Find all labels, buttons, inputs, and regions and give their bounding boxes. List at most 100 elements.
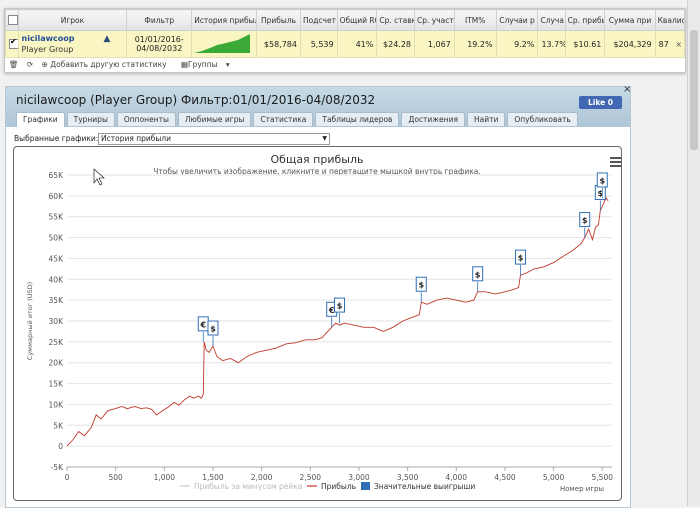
table-row[interactable]: nicilawcoop Player Group ▲ 01/01/2016- 0… — [5, 30, 686, 58]
y-tick-label: 25K — [49, 338, 65, 347]
column-header[interactable]: Случаи р — [495, 9, 539, 31]
qual-number: 87 — [658, 39, 669, 49]
column-header[interactable]: Ср. ставка — [376, 9, 416, 31]
big-win-symbol: $ — [598, 189, 604, 198]
page-scrollbar[interactable] — [687, 0, 700, 506]
x-tick-label: 5,000 — [543, 473, 565, 482]
big-win-marker[interactable] — [596, 172, 608, 188]
column-header[interactable]: Квалис — [654, 9, 686, 31]
scrollbar-thumb[interactable] — [690, 30, 698, 150]
column-header[interactable]: Ср. участ — [414, 9, 455, 31]
y-tick-label: 40K — [49, 275, 65, 284]
x-tick-label: 1,500 — [202, 473, 224, 482]
x-tick-label: 5,500 — [592, 473, 614, 482]
row-checkbox[interactable] — [9, 37, 18, 49]
tab-достижения[interactable]: Достижения — [401, 112, 465, 126]
column-header[interactable]: ITM% — [453, 9, 497, 31]
x-tick-label: 4,500 — [494, 473, 516, 482]
chart-select-value: История прибыли — [101, 134, 171, 143]
column-header[interactable]: Прибыль — [256, 9, 301, 31]
column-header[interactable]: Фильтр — [126, 9, 193, 31]
facebook-like-button[interactable]: Like 0 — [579, 96, 622, 109]
tab-таблицы-лидеров[interactable]: Таблицы лидеров — [315, 112, 400, 126]
stats-toolbar: 🗑 ⟳ ⊕ Добавить другую статистику ▦Группы… — [5, 58, 685, 72]
chevron-down-icon: ▼ — [322, 135, 327, 142]
select-label: Выбранные графики: — [14, 134, 99, 143]
legend-bigwin-swatch — [361, 482, 370, 490]
select-all-checkbox-header[interactable] — [5, 9, 19, 31]
profit-series-line[interactable] — [66, 196, 609, 447]
x-axis-label: Номер игры — [560, 485, 604, 493]
tab-оппоненты[interactable]: Оппоненты — [116, 112, 176, 126]
big-win-symbol: $ — [582, 216, 588, 225]
trash-icon[interactable]: 🗑 — [9, 60, 19, 69]
big-win-marker[interactable] — [515, 249, 527, 265]
close-icon[interactable]: × — [623, 84, 632, 95]
big-win-marker[interactable] — [415, 276, 427, 292]
tab-опубликовать[interactable]: Опубликовать — [507, 112, 578, 126]
column-header[interactable]: Общий ROI — [336, 9, 378, 31]
groups-dropdown[interactable]: ▦Группы ▾ — [180, 60, 230, 69]
chart-subtitle: Чтобы увеличить изображение, кликните и … — [153, 167, 481, 176]
cases1-value: 9.2% — [495, 30, 539, 58]
big-win-symbol: € — [328, 306, 335, 315]
player-panel: nicilawcoop (Player Group) Фильтр:01/01/… — [5, 84, 632, 508]
column-header[interactable]: Подсчет — [300, 9, 338, 31]
column-header[interactable]: Ср. прибыль — [564, 9, 606, 31]
big-win-marker[interactable] — [207, 320, 219, 336]
legend-profit-label: Прибыль — [321, 482, 356, 491]
tab-любимые-игры[interactable]: Любимые игры — [177, 112, 252, 126]
big-win-marker[interactable] — [472, 266, 484, 282]
like-label: Like 0 — [587, 98, 614, 107]
big-win-symbol: $ — [599, 176, 605, 185]
chart-container[interactable]: Общая прибыль Чтобы увеличить изображение… — [13, 146, 622, 501]
itm-value: 19.2% — [453, 30, 497, 58]
remove-row-icon[interactable]: × — [675, 39, 683, 49]
add-stat-link[interactable]: ⊕ Добавить другую статистику — [41, 60, 167, 69]
column-header[interactable]: Сумма при — [604, 9, 656, 31]
column-header[interactable]: История прибыли — [191, 9, 258, 31]
chart-select[interactable]: История прибыли ▼ — [98, 133, 330, 145]
select-all-checkbox[interactable] — [8, 15, 18, 25]
x-tick-label: 2,500 — [300, 473, 322, 482]
y-tick-label: 45K — [49, 254, 65, 263]
y-tick-label: 65K — [49, 171, 65, 180]
column-header[interactable]: Случа — [537, 9, 566, 31]
avg-entrants-value: 1,067 — [414, 30, 455, 58]
big-win-marker[interactable] — [579, 212, 591, 228]
x-tick-label: 500 — [108, 473, 123, 482]
column-header[interactable]: Игрок — [17, 9, 128, 31]
player-name-link[interactable]: nicilawcoop — [21, 34, 75, 43]
avg-stake-value: $24.28 — [376, 30, 416, 58]
graph-icon[interactable]: ▲ — [103, 34, 111, 44]
row-checkbox-cell[interactable] — [5, 30, 19, 58]
chart-menu-icon[interactable] — [610, 157, 621, 169]
roi-value: 41% — [336, 30, 378, 58]
y-tick-label: 20K — [49, 359, 65, 368]
legend-rake-label: Прибыль за минусом рейка — [194, 482, 302, 491]
tab-статистика[interactable]: Статистика — [253, 112, 314, 126]
tab-турниры[interactable]: Турниры — [66, 112, 115, 126]
tab-графики[interactable]: Графики — [16, 112, 65, 127]
filter-line-2: 04/08/2032 — [136, 44, 183, 53]
big-win-symbol: $ — [337, 302, 343, 311]
groups-label: Группы — [188, 60, 218, 69]
y-axis-label: Суммарный итог (USD) — [26, 282, 34, 360]
big-win-marker[interactable] — [334, 297, 345, 313]
tab-найти[interactable]: Найти — [466, 112, 506, 126]
y-tick-label: 0 — [58, 442, 63, 451]
panel-header: nicilawcoop (Player Group) Фильтр:01/01/… — [6, 84, 632, 127]
cases2-value: 13.7% — [537, 30, 566, 58]
refresh-icon[interactable]: ⟳ — [26, 60, 34, 69]
big-win-symbol: $ — [210, 325, 216, 334]
player-cell[interactable]: nicilawcoop Player Group ▲ — [17, 30, 128, 58]
legend-bigwin-label: Значительные выигрыши — [374, 482, 475, 491]
y-tick-label: 30K — [49, 317, 65, 326]
chart-select-row: Выбранные графики: История прибыли ▼ — [14, 133, 330, 145]
y-tick-label: 5K — [53, 421, 64, 430]
big-win-symbol: $ — [518, 254, 524, 263]
y-tick-label: 15K — [49, 380, 65, 389]
